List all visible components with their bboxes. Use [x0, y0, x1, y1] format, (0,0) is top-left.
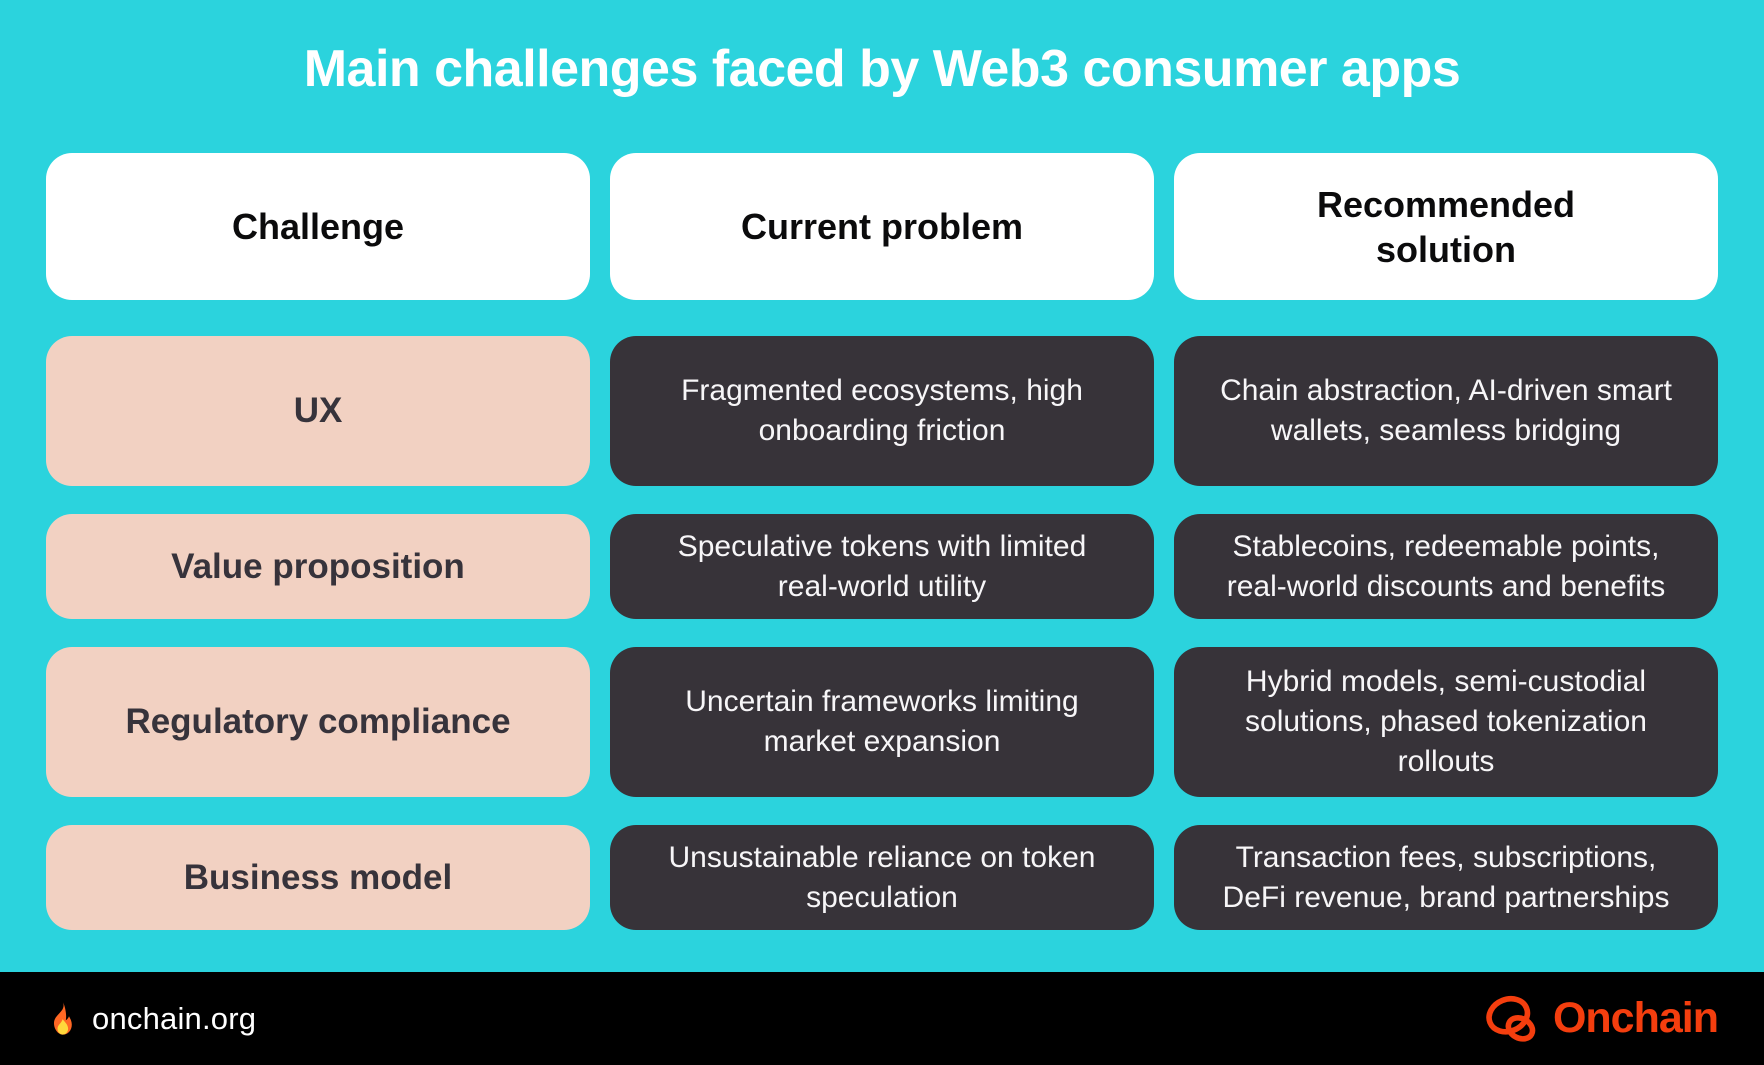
- footer-bar: onchain.org Onchain: [0, 972, 1764, 1065]
- solution-cell-value-proposition: Stablecoins, redeemable points, real-wor…: [1174, 514, 1718, 619]
- site-url: onchain.org: [92, 1000, 257, 1036]
- problem-cell-ux: Fragmented ecosystems, high onboarding f…: [610, 336, 1154, 486]
- solution-cell-business-model: Transaction fees, subscriptions, DeFi re…: [1174, 825, 1718, 930]
- solution-cell-ux: Chain abstraction, AI-driven smart walle…: [1174, 336, 1718, 486]
- problem-cell-regulatory-compliance: Uncertain frameworks limiting market exp…: [610, 647, 1154, 797]
- flame-icon: [46, 1001, 78, 1037]
- problem-cell-business-model: Unsustainable reliance on token speculat…: [610, 825, 1154, 930]
- table-header-row: Challenge Current problem Recommended so…: [46, 153, 1718, 300]
- header-cell-current-problem: Current problem: [610, 153, 1154, 300]
- header-cell-challenge: Challenge: [46, 153, 590, 300]
- page-title: Main challenges faced by Web3 consumer a…: [303, 40, 1461, 98]
- footer-site: onchain.org: [46, 1001, 256, 1037]
- challenge-cell-business-model: Business model: [46, 825, 590, 930]
- header-cell-recommended-solution: Recommended solution: [1174, 153, 1718, 300]
- onchain-loop-logo-icon: [1483, 992, 1541, 1046]
- problem-cell-value-proposition: Speculative tokens with limited real-wor…: [610, 514, 1154, 619]
- brand-wordmark: Onchain: [1552, 994, 1719, 1042]
- challenge-cell-value-proposition: Value proposition: [46, 514, 590, 619]
- table-body: UX Fragmented ecosystems, high onboardin…: [46, 336, 1718, 930]
- solution-cell-regulatory-compliance: Hybrid models, semi-custodial solutions,…: [1174, 647, 1718, 797]
- challenge-cell-regulatory-compliance: Regulatory compliance: [46, 647, 590, 797]
- challenge-cell-ux: UX: [46, 336, 590, 486]
- brand-logo: Onchain: [1483, 992, 1719, 1046]
